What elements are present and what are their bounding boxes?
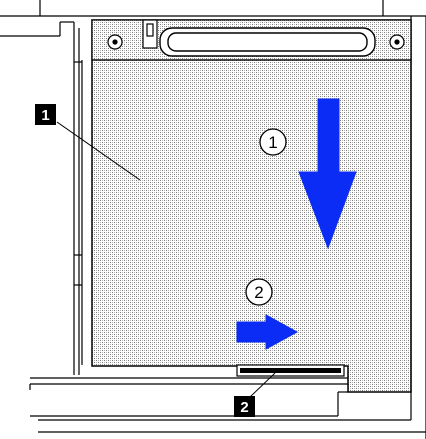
callout-1: 1 xyxy=(35,104,56,125)
step-2-label: 2 xyxy=(254,283,263,302)
callout-2-label: 2 xyxy=(240,399,248,416)
step-1-marker: 1 xyxy=(259,128,287,156)
arrow-down-icon xyxy=(298,98,357,250)
latch-tab xyxy=(236,364,345,377)
step-2-marker: 2 xyxy=(245,278,273,306)
callout-1-label: 1 xyxy=(41,107,49,124)
leader-line-2 xyxy=(248,372,276,399)
callout-2: 2 xyxy=(234,396,255,417)
leader-lines xyxy=(56,121,276,399)
step-1-label: 1 xyxy=(268,133,277,152)
leader-line-1 xyxy=(56,121,141,181)
screw-hole-icon xyxy=(107,34,405,50)
bottom-rail xyxy=(29,377,348,417)
connector-icon xyxy=(159,27,376,57)
arrow-right-icon xyxy=(236,314,299,350)
